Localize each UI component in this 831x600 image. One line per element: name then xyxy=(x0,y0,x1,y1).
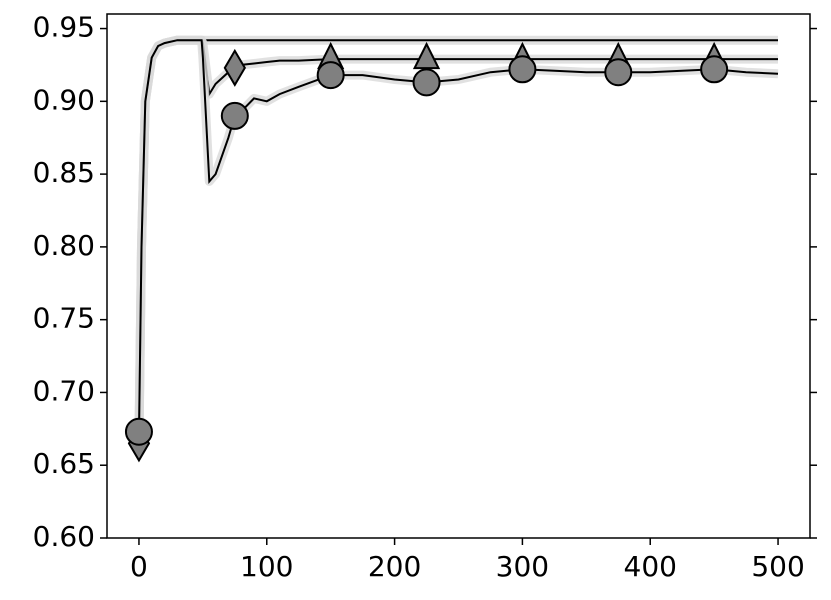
axes-frame xyxy=(106,13,811,539)
marker-circle xyxy=(412,68,441,97)
y-tick-label: 0.75 xyxy=(33,302,95,335)
x-tick-label: 500 xyxy=(751,550,804,583)
plot-area xyxy=(134,35,779,444)
x-tick-label: 100 xyxy=(240,550,293,583)
y-tick-label: 0.95 xyxy=(33,11,95,44)
line xyxy=(138,39,778,444)
y-tick-label: 0.85 xyxy=(33,156,95,189)
x-tick-label: 0 xyxy=(130,550,148,583)
line-band xyxy=(134,35,778,444)
marker-circle xyxy=(604,58,633,87)
y-tick-label: 0.60 xyxy=(33,520,95,553)
marker-diamond xyxy=(223,48,246,87)
marker-circle xyxy=(220,101,249,130)
marker-circle xyxy=(316,61,345,90)
x-tick-label: 300 xyxy=(496,550,549,583)
line xyxy=(138,39,779,432)
line xyxy=(138,39,778,437)
y-tick-label: 0.65 xyxy=(33,447,95,480)
y-tick-label: 0.70 xyxy=(33,374,95,407)
marker-triangle xyxy=(412,41,441,70)
marker-circle xyxy=(124,417,153,446)
marker-circle xyxy=(508,55,537,84)
marker-circle xyxy=(700,55,729,84)
y-tick-label: 0.80 xyxy=(33,229,95,262)
line-band xyxy=(134,35,779,432)
y-tick-label: 0.90 xyxy=(33,83,95,116)
line-band xyxy=(134,35,778,437)
x-tick-label: 400 xyxy=(624,550,677,583)
x-tick-label: 200 xyxy=(368,550,421,583)
